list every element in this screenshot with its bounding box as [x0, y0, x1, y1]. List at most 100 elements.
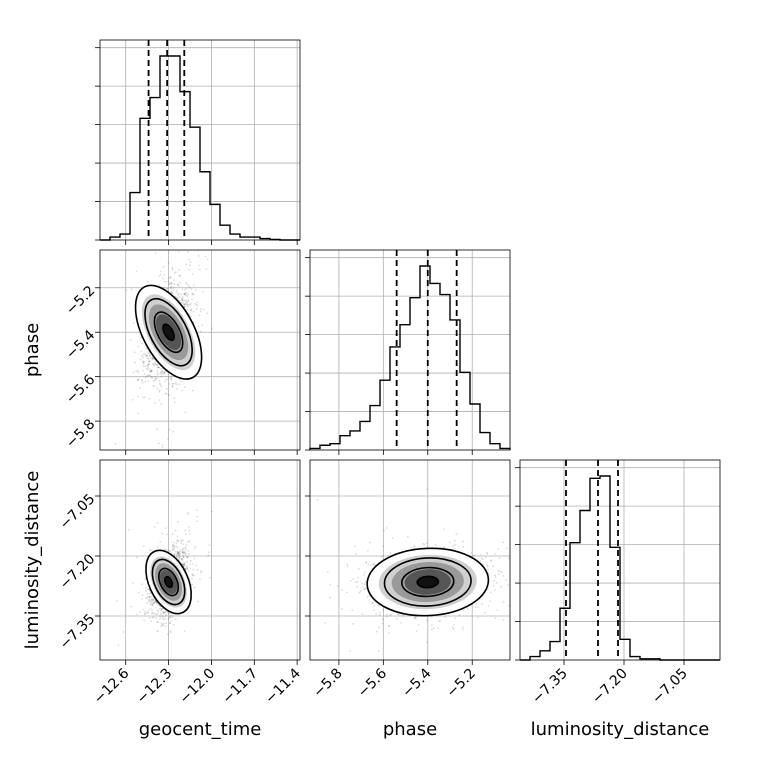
sample-point: [395, 617, 398, 620]
sample-point: [183, 386, 186, 389]
sample-point: [146, 357, 149, 360]
y-tick-label-phase: −5.6: [63, 372, 98, 407]
sample-point: [137, 592, 140, 594]
sample-point: [178, 275, 181, 277]
sample-point: [177, 293, 179, 296]
sample-point: [192, 310, 195, 313]
x-tick-label-geocent-time: −11.7: [219, 666, 261, 708]
density-layer: [114, 250, 213, 449]
sample-point: [186, 568, 189, 571]
sample-point: [152, 357, 154, 360]
sample-point: [181, 547, 184, 550]
sample-point: [160, 608, 163, 610]
sample-point: [357, 576, 359, 579]
sample-point: [148, 360, 150, 363]
sample-point: [162, 266, 165, 268]
sample-point: [136, 379, 139, 382]
sample-point: [444, 615, 446, 618]
x-tick-label-luminosity-distance: −7.35: [529, 666, 571, 708]
sample-point: [146, 596, 149, 598]
sample-point: [183, 305, 186, 308]
sample-point: [149, 548, 152, 551]
sample-point: [182, 565, 185, 567]
sample-point: [177, 250, 180, 253]
sample-point: [160, 373, 163, 376]
sample-point: [180, 539, 183, 541]
sample-point: [364, 571, 366, 574]
sample-point: [211, 510, 213, 513]
sample-point: [349, 650, 352, 652]
sample-point: [188, 313, 191, 316]
panel-frame: [99, 249, 301, 451]
sample-point: [154, 362, 156, 365]
sample-point: [156, 372, 159, 375]
sample-point: [382, 609, 385, 611]
contour-line: [366, 547, 490, 617]
sample-point: [471, 554, 474, 557]
sample-point: [146, 374, 149, 377]
sample-point: [414, 616, 417, 619]
sample-point: [151, 609, 153, 611]
sample-point: [173, 283, 176, 285]
sample-point: [141, 381, 144, 384]
sample-point: [171, 291, 174, 294]
sample-point: [362, 574, 365, 576]
sample-point: [191, 574, 194, 577]
sample-point: [143, 361, 145, 363]
sample-point: [486, 563, 488, 566]
sample-point: [148, 368, 151, 370]
sample-point: [180, 542, 183, 545]
sample-point: [364, 588, 367, 590]
sample-point: [147, 598, 150, 601]
sample-point: [454, 539, 456, 542]
sample-point: [500, 571, 503, 574]
sample-point: [413, 615, 416, 618]
sample-point: [458, 614, 461, 616]
sample-point: [358, 591, 361, 594]
sample-point: [202, 308, 205, 311]
sample-point: [152, 604, 155, 607]
sample-point: [163, 371, 166, 374]
sample-point: [378, 614, 381, 616]
sample-point: [356, 581, 359, 583]
sample-point: [152, 363, 155, 366]
sample-point: [171, 546, 174, 549]
sample-point: [145, 355, 148, 358]
sample-point: [176, 383, 179, 386]
sample-point: [482, 558, 485, 561]
sample-point: [176, 551, 179, 553]
sample-point: [143, 612, 146, 615]
sample-point: [130, 605, 133, 608]
sample-point: [182, 563, 185, 566]
sample-point: [163, 612, 166, 614]
sample-point: [150, 599, 153, 601]
sample-point: [196, 301, 199, 304]
sample-point: [474, 606, 477, 608]
sample-point: [178, 557, 181, 559]
sample-point: [183, 547, 185, 550]
sample-point: [129, 339, 132, 341]
sample-point: [153, 601, 156, 604]
sample-point: [175, 554, 178, 556]
sample-point: [185, 548, 187, 551]
sample-point: [142, 396, 144, 399]
sample-point: [144, 589, 147, 592]
sample-point: [154, 402, 156, 404]
sample-point: [164, 280, 167, 283]
sample-point: [161, 615, 164, 618]
sample-point: [125, 289, 128, 292]
sample-point: [138, 386, 141, 389]
sample-point: [160, 625, 162, 628]
sample-point: [167, 280, 170, 283]
sample-point: [152, 362, 154, 365]
x-tick-label-geocent-time: −12.6: [91, 665, 133, 707]
sample-point: [352, 623, 354, 625]
sample-point: [494, 552, 497, 555]
xlabel-geocent-time: geocent_time: [139, 719, 262, 740]
sample-point: [131, 398, 134, 401]
sample-point: [174, 550, 177, 553]
sample-point: [489, 560, 492, 562]
sample-point: [154, 600, 157, 603]
sample-point: [137, 379, 139, 381]
sample-point: [157, 610, 160, 613]
